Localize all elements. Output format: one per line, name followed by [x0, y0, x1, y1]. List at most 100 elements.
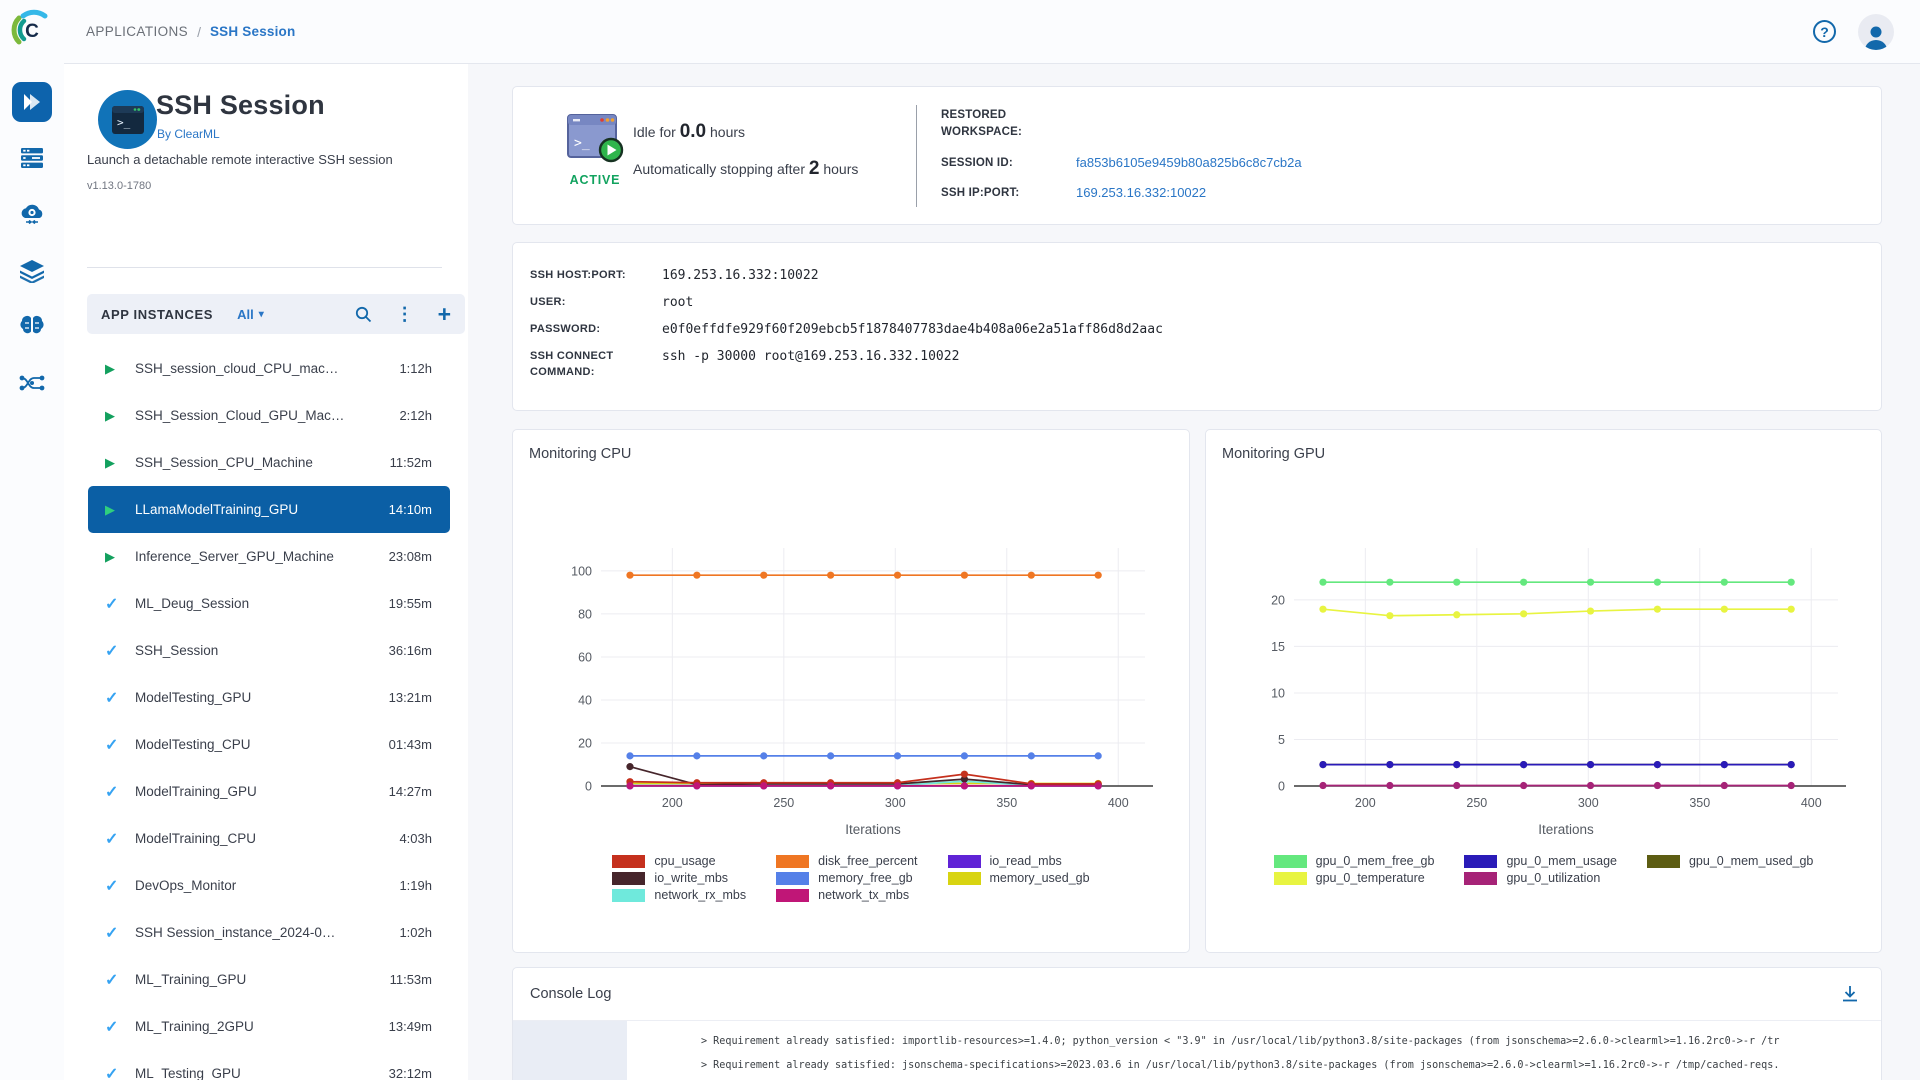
svg-text:40: 40: [578, 693, 592, 707]
legend-item[interactable]: disk_free_percent: [776, 854, 918, 868]
instance-name: ML_Testing_GPU: [135, 1066, 241, 1080]
legend-item[interactable]: io_read_mbs: [947, 854, 1090, 868]
byline-link[interactable]: By ClearML: [157, 127, 220, 141]
legend-swatch: [1646, 854, 1680, 868]
list-item[interactable]: ✓ ML_Testing_GPU 32:12m: [88, 1050, 450, 1080]
instance-time: 13:49m: [388, 1019, 432, 1034]
workspace-value-link[interactable]: fa853b6105e9459b80a825b6c8c7cb2a: [1076, 154, 1302, 170]
instance-name: SSH_Session_Cloud_GPU_Mac…: [135, 408, 345, 423]
applications-icon: [24, 94, 40, 110]
console-log-output[interactable]: > Requirement already satisfied: importl…: [627, 1021, 1881, 1080]
user-avatar[interactable]: [1858, 13, 1894, 50]
legend-swatch: [776, 888, 810, 902]
legend-item[interactable]: gpu_0_utilization: [1464, 871, 1617, 885]
status-card: >_ ACTIVE Idle for 0.0 hours Automatical…: [512, 86, 1882, 225]
legend-label: gpu_0_mem_used_gb: [1688, 854, 1814, 868]
svg-text:200: 200: [1355, 796, 1376, 810]
status-icon: ▶: [105, 407, 115, 423]
terminal-active-icon: >_: [567, 114, 624, 163]
svg-text:400: 400: [1108, 796, 1129, 810]
instance-time: 4:03h: [399, 831, 432, 846]
legend-item[interactable]: io_write_mbs: [612, 871, 746, 885]
instances-filter-dropdown[interactable]: All ▾: [237, 306, 264, 322]
nav-models[interactable]: [12, 307, 52, 347]
autostop-hours-value: 2: [808, 158, 820, 179]
list-item[interactable]: ✓ ModelTesting_GPU 13:21m: [88, 674, 450, 721]
add-instance-button[interactable]: +: [437, 300, 451, 327]
gpu-chart-legend: gpu_0_mem_free_gb gpu_0_mem_usage gpu_0_…: [1206, 854, 1881, 885]
nav-applications[interactable]: [12, 82, 52, 122]
status-icon: ✓: [105, 971, 119, 989]
cpu-chart[interactable]: 200 250 300 350 400 0 20 40 60 80 100 Iterations: [531, 541, 1173, 851]
legend-swatch: [1273, 854, 1307, 868]
legend-label: gpu_0_mem_free_gb: [1315, 854, 1435, 868]
list-item[interactable]: ▶ SSH_session_cloud_CPU_mac… 1:12h: [88, 345, 450, 392]
list-item[interactable]: ▶ LLamaModelTraining_GPU 14:10m: [88, 486, 450, 533]
monitoring-cpu-card: Monitoring CPU 200 250 300 350 400 0 20 40 60 80 1…: [512, 429, 1190, 953]
ssh-detail-row: PASSWORD: e0f0effdfe929f60f209ebcb5f1878…: [530, 322, 1881, 338]
svg-text:5: 5: [1278, 733, 1285, 747]
app-description: Launch a detachable remote interactive S…: [87, 152, 393, 167]
breadcrumb-root[interactable]: APPLICATIONS: [86, 24, 189, 39]
search-icon[interactable]: [355, 306, 372, 323]
console-log-line: > Requirement already satisfied: jsonsch…: [701, 1058, 1780, 1071]
ssh-detail-row: SSH CONNECT COMMAND: ssh -p 30000 root@1…: [530, 349, 1881, 381]
ssh-detail-row: USER: root: [530, 295, 1881, 311]
list-item[interactable]: ✓ ML_Training_2GPU 13:49m: [88, 1003, 450, 1050]
list-item[interactable]: ▶ Inference_Server_GPU_Machine 23:08m: [88, 533, 450, 580]
list-item[interactable]: ✓ DevOps_Monitor 1:19h: [88, 862, 450, 909]
legend-item[interactable]: cpu_usage: [612, 854, 746, 868]
instance-name: SSH_Session_CPU_Machine: [135, 455, 313, 470]
legend-label: io_read_mbs: [989, 854, 1062, 868]
legend-item[interactable]: memory_free_gb: [776, 871, 917, 885]
status-icon: ✓: [105, 783, 119, 801]
person-icon: [1865, 26, 1887, 50]
legend-item[interactable]: gpu_0_mem_free_gb: [1273, 854, 1435, 868]
gpu-chart[interactable]: 200 250 300 350 400 0 5 10 15 20 Iterations: [1224, 541, 1866, 851]
chevron-down-icon: ▾: [258, 308, 264, 320]
nav-orchestration[interactable]: [12, 194, 52, 234]
list-item[interactable]: ✓ ModelTraining_GPU 14:27m: [88, 768, 450, 815]
instance-time: 14:27m: [388, 784, 432, 799]
svg-text:250: 250: [1466, 796, 1487, 810]
legend-item[interactable]: network_rx_mbs: [612, 888, 746, 902]
clearml-logo-icon[interactable]: C: [10, 8, 54, 52]
list-item[interactable]: ✓ ML_Training_GPU 11:53m: [88, 956, 450, 1003]
status-icon: ✓: [105, 642, 119, 660]
status-badge: ACTIVE: [569, 173, 621, 187]
list-item[interactable]: ✓ ModelTesting_CPU 01:43m: [88, 721, 450, 768]
list-item[interactable]: ✓ SSH_Session 36:16m: [88, 627, 450, 674]
ssh-detail-label: PASSWORD:: [530, 322, 601, 335]
legend-item[interactable]: gpu_0_mem_usage: [1464, 854, 1617, 868]
status-icon: ✓: [105, 1065, 119, 1080]
svg-text:Iterations: Iterations: [1538, 822, 1594, 837]
help-icon[interactable]: ?: [1813, 20, 1836, 43]
legend-label: disk_free_percent: [818, 854, 918, 868]
nav-pipelines[interactable]: [12, 363, 52, 403]
workspace-value-link[interactable]: 169.253.16.332:10022: [1076, 184, 1207, 200]
legend-swatch: [947, 871, 981, 885]
list-item[interactable]: ✓ ModelTraining_CPU 4:03h: [88, 815, 450, 862]
svg-text:300: 300: [1578, 796, 1599, 810]
list-item[interactable]: ▶ SSH_Session_Cloud_GPU_Mac… 2:12h: [88, 392, 450, 439]
list-item[interactable]: ✓ SSH Session_instance_2024-0… 1:02h: [88, 909, 450, 956]
nav-workers-queues[interactable]: [12, 138, 52, 178]
icon-rail: C: [0, 0, 64, 1080]
pipelines-icon: [19, 375, 45, 391]
svg-text:20: 20: [1271, 593, 1285, 607]
legend-item[interactable]: network_tx_mbs: [776, 888, 917, 902]
instance-name: ModelTesting_CPU: [135, 737, 251, 752]
legend-item[interactable]: gpu_0_temperature: [1273, 871, 1435, 885]
workspace-info: RESTORED WORKSPACE: SESSION ID: fa853b61…: [941, 107, 1302, 215]
instance-name: SSH_Session: [135, 643, 219, 658]
legend-item[interactable]: gpu_0_mem_used_gb: [1646, 854, 1814, 868]
status-icon: ✓: [105, 877, 119, 895]
legend-item[interactable]: memory_used_gb: [947, 871, 1090, 885]
list-item[interactable]: ▶ SSH_Session_CPU_Machine 11:52m: [88, 439, 450, 486]
kebab-menu-icon[interactable]: ⋮: [395, 303, 414, 324]
download-log-icon[interactable]: [1841, 985, 1859, 1003]
nav-datasets[interactable]: [12, 251, 52, 291]
list-item[interactable]: ✓ ML_Deug_Session 19:55m: [88, 580, 450, 627]
legend-label: memory_free_gb: [818, 871, 913, 885]
